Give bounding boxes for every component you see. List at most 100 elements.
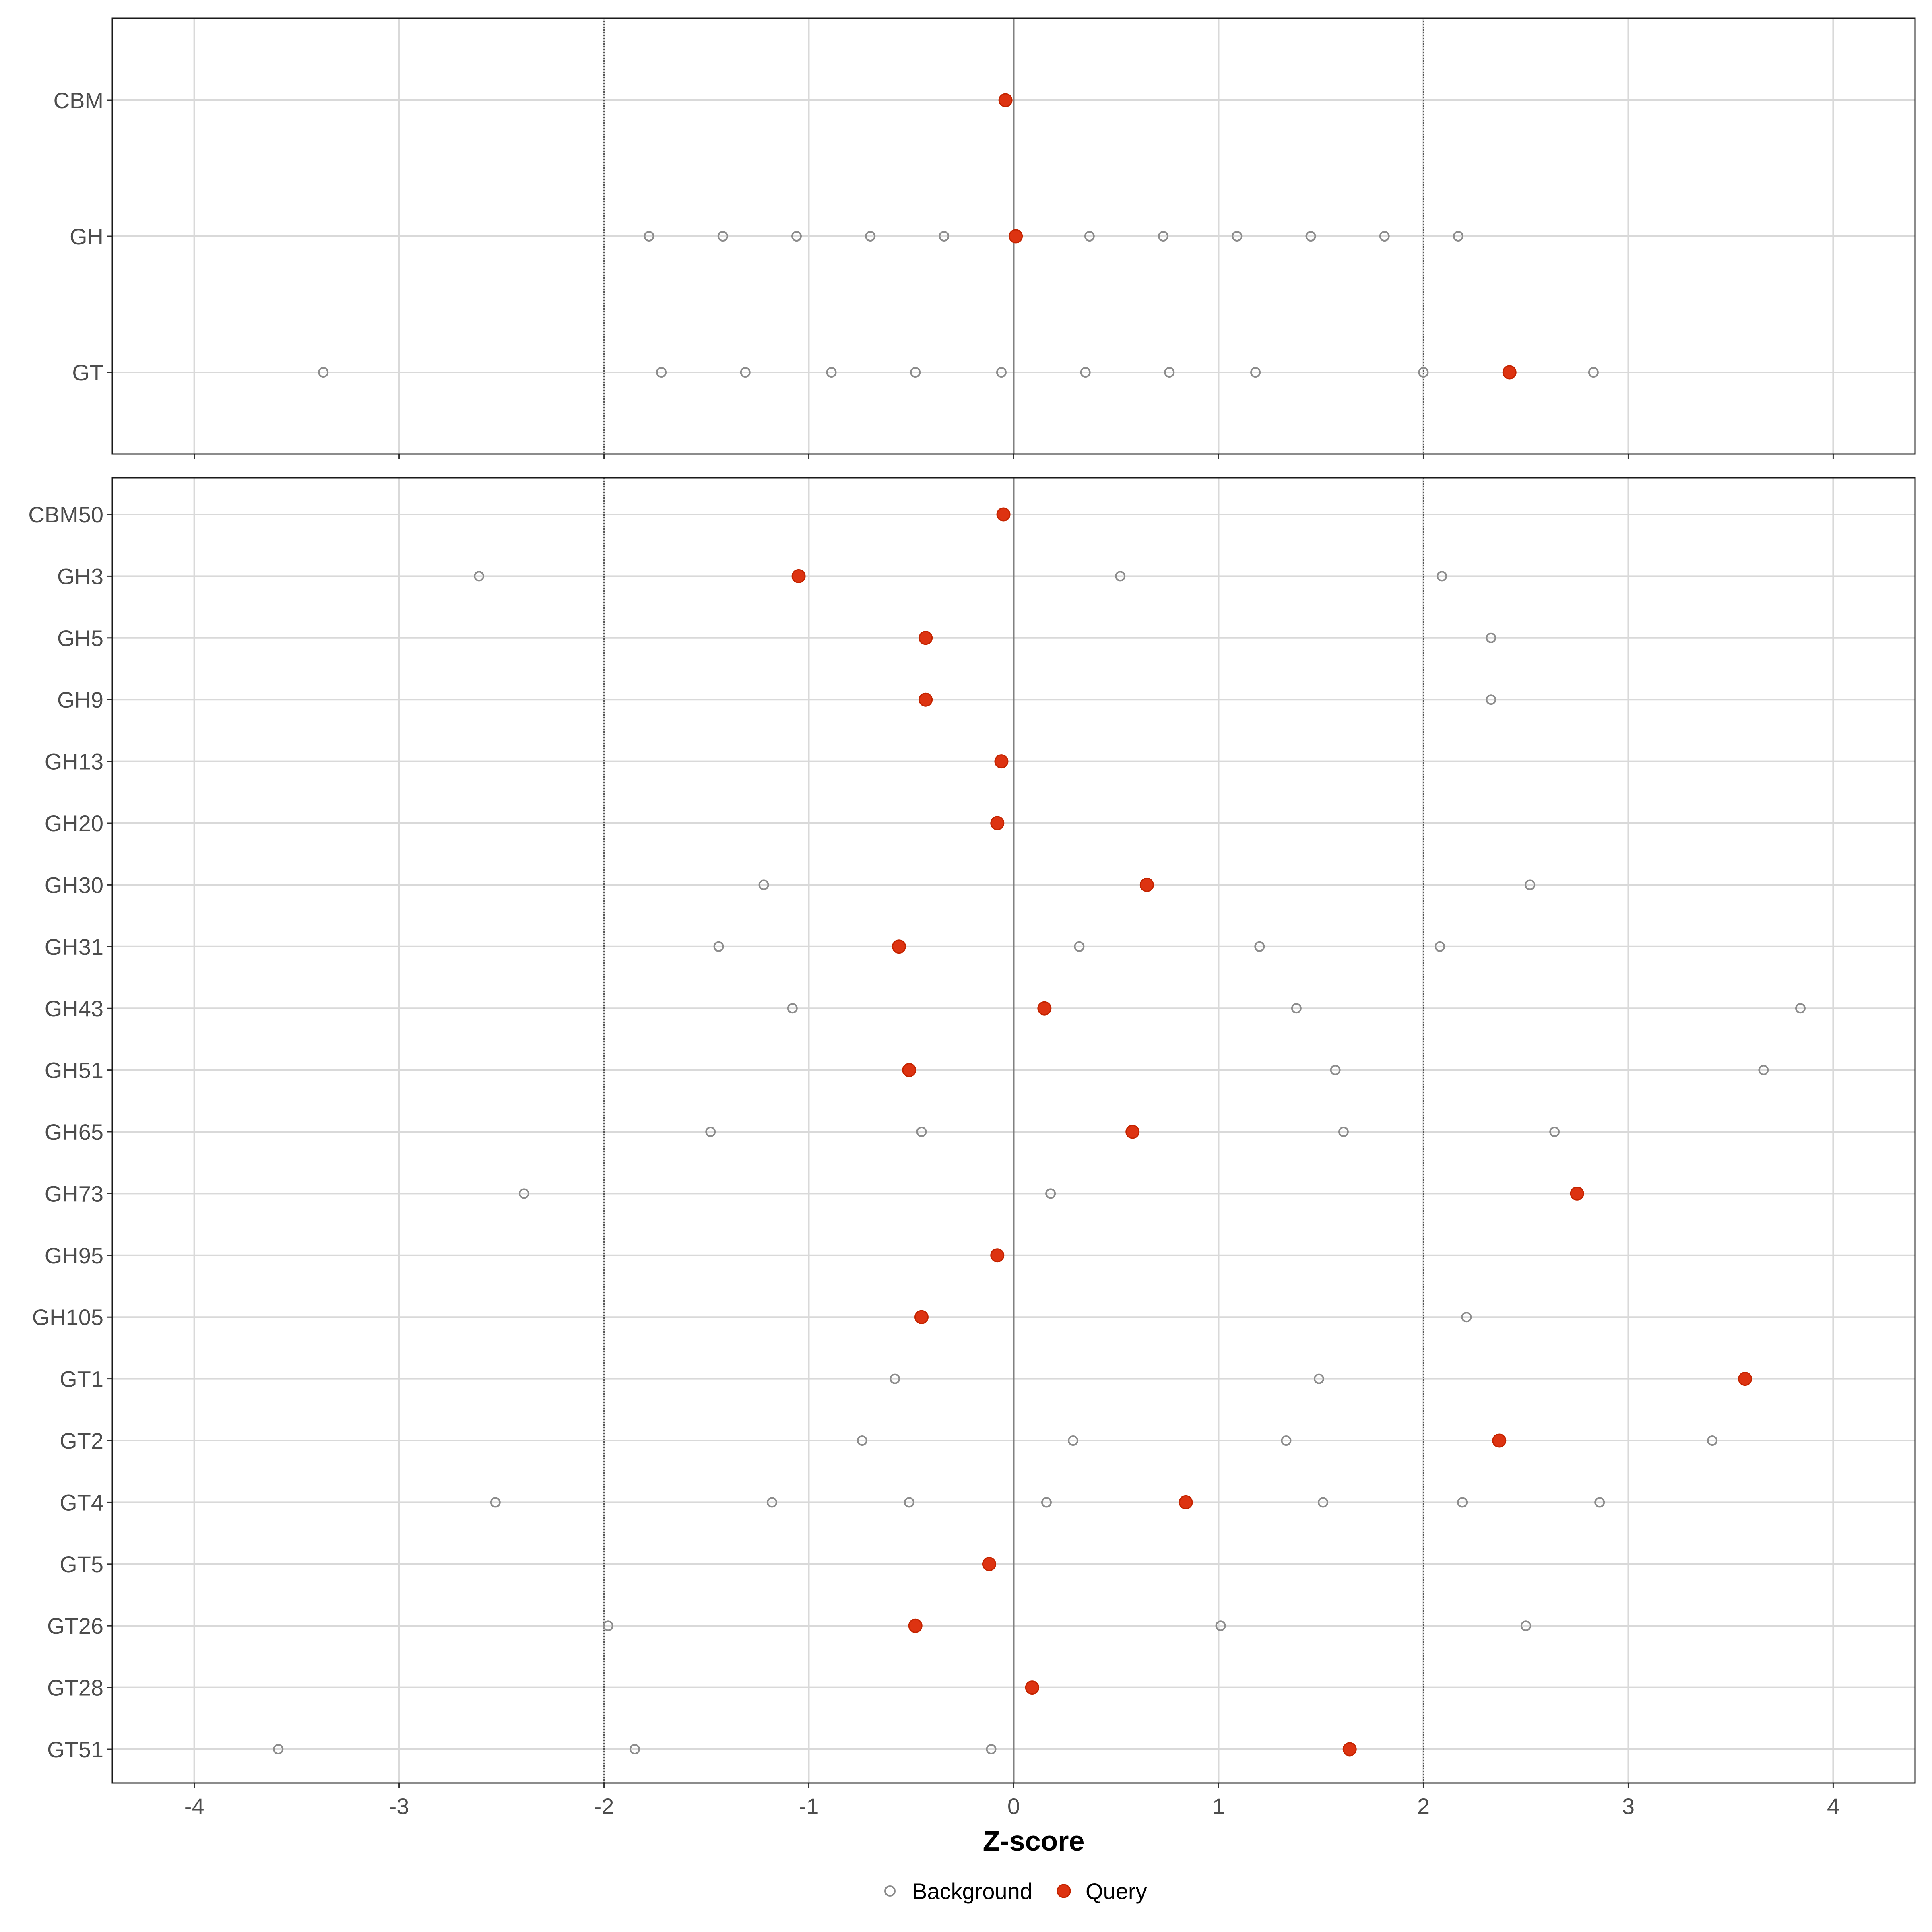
x-tick-label--4: -4 — [184, 1794, 204, 1819]
background-point-gh3 — [1437, 571, 1447, 582]
query-point-gh65 — [1125, 1125, 1140, 1139]
background-point-gt4 — [904, 1497, 914, 1508]
background-point-gh65 — [705, 1127, 716, 1137]
background-point-gh43 — [787, 1003, 798, 1014]
query-point-cbm50 — [996, 507, 1011, 522]
background-point-gh — [1232, 231, 1243, 242]
x-axis-title: Z-score — [983, 1825, 1085, 1857]
query-point-gh30 — [1139, 877, 1154, 892]
legend-query-key — [1057, 1884, 1071, 1898]
background-point-gt2 — [857, 1435, 867, 1446]
background-point-gh5 — [1486, 632, 1496, 643]
y-tick-label-gh95: GH95 — [45, 1243, 103, 1268]
y-tick-label-gh20: GH20 — [45, 811, 103, 836]
background-point-gt — [740, 367, 751, 378]
y-tick-label-gt: GT — [72, 360, 103, 385]
background-point-gt1 — [890, 1373, 900, 1384]
background-point-gt — [1418, 367, 1429, 378]
y-tick-label-gh: GH — [70, 224, 103, 249]
background-point-gt2 — [1707, 1435, 1718, 1446]
background-point-gh51 — [1758, 1065, 1769, 1075]
y-tick-label-gh51: GH51 — [45, 1058, 103, 1083]
background-point-gt — [996, 367, 1007, 378]
background-point-gt — [826, 367, 837, 378]
y-tick-label-gh73: GH73 — [45, 1181, 103, 1206]
query-point-gt2 — [1492, 1433, 1507, 1448]
background-point-gt26 — [1520, 1620, 1531, 1631]
background-point-gh65 — [916, 1127, 927, 1137]
background-point-gt2 — [1068, 1435, 1079, 1446]
x-tick-label-2: 2 — [1417, 1794, 1430, 1819]
y-tick-label-gh43: GH43 — [45, 996, 103, 1021]
background-point-gt51 — [986, 1744, 997, 1754]
background-point-gh — [939, 231, 949, 242]
query-point-gh20 — [990, 816, 1005, 830]
background-point-gt — [910, 367, 921, 378]
y-tick-label-gh65: GH65 — [45, 1119, 103, 1145]
query-point-gt4 — [1179, 1495, 1193, 1509]
background-point-gh3 — [1115, 571, 1126, 582]
y-tick-label-gh30: GH30 — [45, 872, 103, 898]
y-tick-label-gt4: GT4 — [60, 1490, 103, 1515]
legend-query-label: Query — [1086, 1878, 1147, 1904]
legend: Background Query — [884, 1878, 1147, 1904]
background-point-gt26 — [1215, 1620, 1226, 1631]
x-tick-label--2: -2 — [594, 1794, 614, 1819]
background-point-gt4 — [1457, 1497, 1468, 1508]
background-point-gh9 — [1486, 694, 1496, 705]
background-point-gt — [656, 367, 667, 378]
query-point-gh9 — [919, 692, 933, 707]
query-point-cbm — [998, 93, 1013, 107]
background-point-gt51 — [273, 1744, 284, 1754]
y-tick-label-cbm50: CBM50 — [28, 502, 103, 527]
legend-background-key — [884, 1885, 896, 1897]
x-tick-label-3: 3 — [1622, 1794, 1635, 1819]
background-point-gt — [318, 367, 329, 378]
bottom-panel: CBM50 GH3 GH5 GH9 GH13 GH20 GH30 GH31 GH43 GH51 GH… — [28, 477, 1916, 1788]
y-tick-label-gt5: GT5 — [60, 1552, 103, 1577]
y-tick-label-gh3: GH3 — [57, 564, 103, 589]
y-tick-label-gt2: GT2 — [60, 1428, 103, 1453]
background-point-gt4 — [1594, 1497, 1605, 1508]
background-point-gh73 — [1045, 1188, 1056, 1199]
x-tick-label-4: 4 — [1827, 1794, 1839, 1819]
background-point-gh — [1379, 231, 1390, 242]
background-point-gh — [1084, 231, 1095, 242]
y-tick-label-gh13: GH13 — [45, 749, 103, 774]
query-point-gh73 — [1570, 1186, 1584, 1201]
background-point-gt26 — [603, 1620, 613, 1631]
x-tick-label--1: -1 — [799, 1794, 819, 1819]
background-point-gh — [717, 231, 728, 242]
query-point-gh31 — [892, 939, 906, 954]
top-panel: CBM GH GT — [54, 17, 1916, 459]
background-point-gh — [865, 231, 876, 242]
query-point-gh105 — [914, 1310, 929, 1324]
background-point-gt2 — [1281, 1435, 1292, 1446]
y-tick-label-gt26: GT26 — [47, 1613, 103, 1639]
y-tick-label-gt51: GT51 — [47, 1737, 103, 1762]
background-point-gh51 — [1330, 1065, 1341, 1075]
panel-frame — [111, 17, 1916, 455]
background-point-gh30 — [1525, 879, 1536, 890]
background-point-gh31 — [1435, 941, 1445, 952]
background-point-gh43 — [1291, 1003, 1302, 1014]
background-point-gt — [1588, 367, 1599, 378]
query-point-gh13 — [994, 754, 1009, 769]
y-tick-label-gt28: GT28 — [47, 1675, 103, 1701]
background-point-gt1 — [1313, 1373, 1324, 1384]
background-point-gt4 — [490, 1497, 501, 1508]
query-point-gt26 — [908, 1618, 923, 1633]
x-axis: -4 -3 -2 -1 0 1 2 3 4 — [184, 1794, 1839, 1819]
y-tick-label-gh31: GH31 — [45, 934, 103, 960]
background-point-gh65 — [1549, 1127, 1560, 1137]
background-point-gh31 — [1254, 941, 1265, 952]
background-point-gh — [791, 231, 802, 242]
query-point-gh5 — [919, 631, 933, 645]
query-point-gt5 — [982, 1557, 996, 1571]
background-point-gt — [1164, 367, 1175, 378]
query-point-gt1 — [1738, 1372, 1752, 1386]
query-point-gh51 — [902, 1063, 916, 1077]
query-point-gh — [1009, 229, 1023, 244]
query-point-gt — [1502, 365, 1517, 380]
